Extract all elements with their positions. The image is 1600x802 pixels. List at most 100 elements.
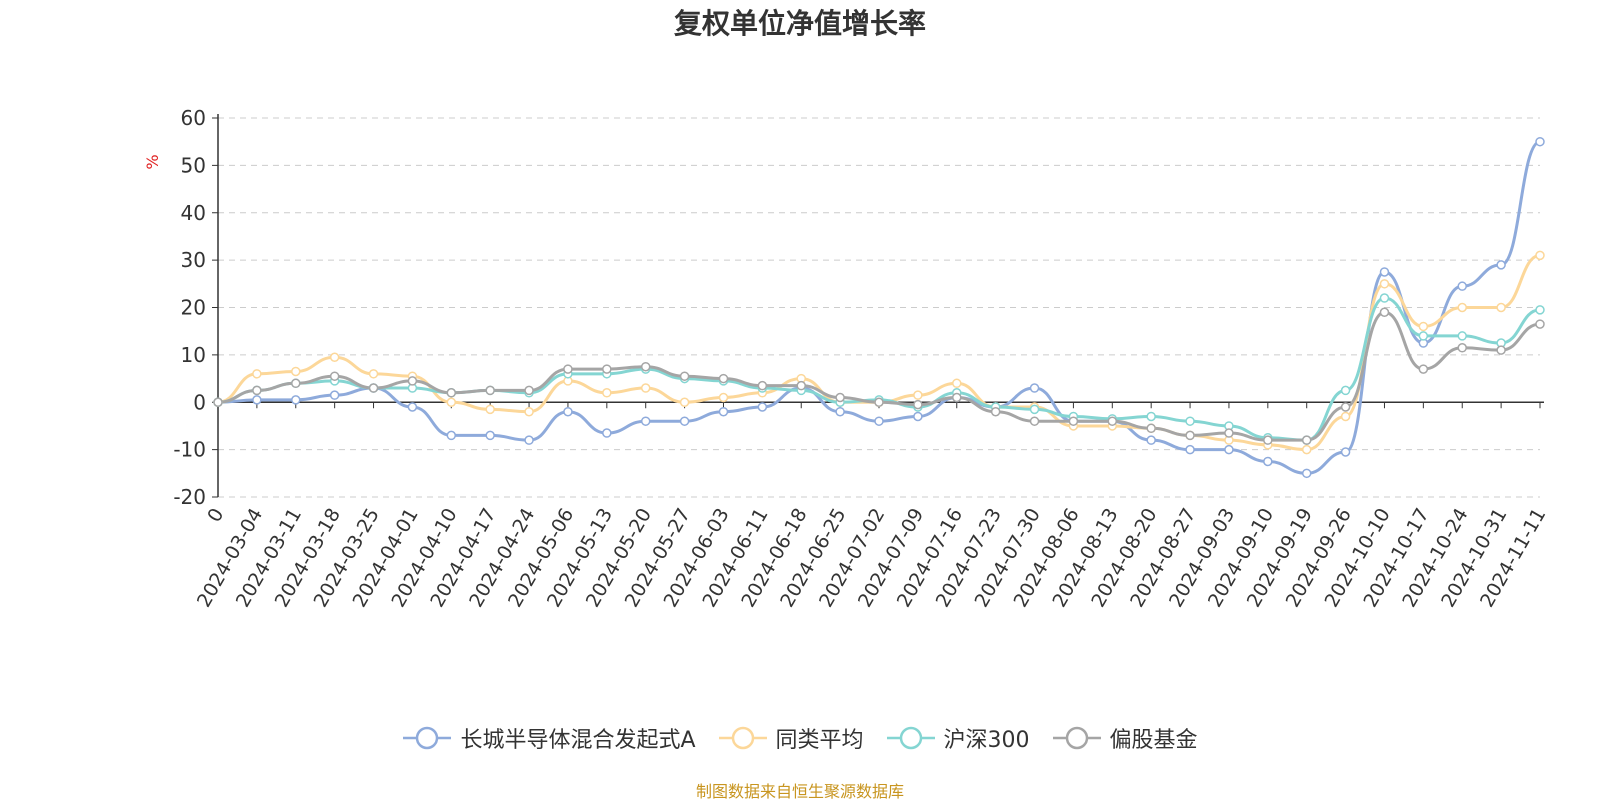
data-point bbox=[1457, 343, 1467, 353]
data-point bbox=[446, 388, 457, 398]
y-tick-label: -10 bbox=[173, 438, 206, 462]
data-point bbox=[446, 397, 457, 407]
data-point bbox=[718, 373, 729, 384]
data-point bbox=[291, 366, 301, 377]
legend-item[interactable]: 沪深300 bbox=[886, 722, 1030, 754]
data-point bbox=[1301, 444, 1312, 455]
data-point bbox=[835, 406, 845, 417]
data-point bbox=[602, 364, 612, 374]
data-point bbox=[213, 397, 223, 407]
data-point bbox=[718, 392, 729, 403]
data-point bbox=[679, 397, 690, 407]
data-point bbox=[252, 385, 262, 396]
data-point bbox=[1535, 250, 1545, 261]
data-point bbox=[1029, 383, 1040, 393]
data-point bbox=[1029, 404, 1040, 415]
data-point bbox=[524, 406, 534, 417]
chart-title: 复权单位净值增长率 bbox=[673, 7, 926, 40]
legend-swatch bbox=[718, 726, 767, 750]
data-point bbox=[913, 390, 923, 400]
legend-swatch bbox=[886, 726, 935, 750]
data-point bbox=[718, 406, 729, 417]
data-point bbox=[329, 352, 340, 362]
legend-label: 同类平均 bbox=[775, 728, 864, 753]
y-axis-label: % bbox=[143, 154, 162, 169]
data-point bbox=[1379, 307, 1390, 317]
data-point bbox=[1340, 402, 1351, 412]
series-markers bbox=[213, 136, 1545, 479]
data-point bbox=[524, 385, 534, 396]
data-point bbox=[368, 383, 379, 393]
legend-swatch bbox=[1052, 726, 1101, 750]
legend-swatch bbox=[403, 726, 452, 750]
data-point bbox=[757, 380, 768, 391]
legend: 长城半导体混合发起式A 同类平均 沪深300 偏股基金 bbox=[0, 722, 1600, 754]
data-point bbox=[1224, 444, 1234, 455]
data-point bbox=[990, 406, 1001, 417]
data-point bbox=[913, 399, 923, 410]
source-note: 制图数据来自恒生聚源数据库 bbox=[695, 782, 904, 801]
data-point bbox=[1379, 267, 1390, 277]
data-point bbox=[640, 361, 651, 372]
data-point bbox=[1418, 364, 1429, 374]
y-tick-label: 20 bbox=[181, 296, 206, 320]
data-point bbox=[563, 364, 573, 374]
data-point bbox=[1301, 468, 1312, 479]
data-point bbox=[252, 369, 262, 379]
legend-item[interactable]: 同类平均 bbox=[718, 722, 864, 754]
data-point bbox=[757, 402, 768, 412]
legend-item[interactable]: 长城半导体混合发起式A bbox=[402, 722, 696, 754]
data-point bbox=[679, 371, 690, 381]
y-tick-label: 60 bbox=[181, 106, 206, 130]
data-point bbox=[1496, 345, 1506, 355]
data-point bbox=[1340, 385, 1351, 396]
data-point bbox=[368, 369, 379, 379]
data-point bbox=[1418, 331, 1429, 341]
data-point bbox=[291, 395, 301, 405]
data-point bbox=[1146, 423, 1156, 434]
data-point bbox=[1496, 260, 1506, 270]
data-point bbox=[485, 430, 495, 441]
y-tick-label: 10 bbox=[181, 343, 206, 367]
y-tick-label: 40 bbox=[181, 201, 206, 225]
data-point bbox=[1146, 411, 1156, 422]
data-point bbox=[1535, 305, 1545, 315]
data-point bbox=[796, 380, 806, 391]
y-tick-label: -20 bbox=[173, 485, 206, 509]
data-point bbox=[913, 411, 923, 422]
data-point bbox=[952, 392, 962, 403]
data-point bbox=[1185, 416, 1195, 426]
data-point bbox=[1457, 302, 1467, 313]
y-tick-label: 50 bbox=[181, 153, 206, 177]
legend-label: 长城半导体混合发起式A bbox=[460, 728, 696, 753]
data-point bbox=[1535, 319, 1545, 329]
x-tick-label: 0 bbox=[203, 505, 228, 526]
data-point bbox=[835, 392, 845, 403]
data-point bbox=[1107, 416, 1118, 426]
data-point bbox=[1379, 293, 1390, 303]
axes: -20-10010203040506002024-03-042024-03-11… bbox=[173, 106, 1550, 611]
line-chart: -20-10010203040506002024-03-042024-03-11… bbox=[143, 106, 1550, 611]
data-point bbox=[1457, 331, 1467, 341]
data-point bbox=[1379, 279, 1390, 289]
data-point bbox=[1457, 281, 1467, 291]
y-tick-label: 0 bbox=[193, 390, 206, 414]
data-point bbox=[1535, 136, 1545, 147]
data-point bbox=[1185, 444, 1195, 455]
data-point bbox=[485, 385, 495, 396]
data-point bbox=[679, 416, 690, 426]
legend-item[interactable]: 偏股基金 bbox=[1052, 722, 1198, 754]
data-point bbox=[640, 416, 651, 426]
data-point bbox=[1146, 435, 1156, 445]
data-point bbox=[524, 435, 534, 445]
data-point bbox=[291, 378, 301, 389]
data-point bbox=[407, 402, 418, 412]
data-point bbox=[1263, 435, 1273, 445]
data-point bbox=[1263, 456, 1273, 467]
data-point bbox=[1185, 430, 1195, 441]
data-point bbox=[602, 428, 612, 438]
data-point bbox=[446, 430, 457, 441]
data-point bbox=[329, 371, 340, 381]
data-point bbox=[407, 376, 418, 386]
data-point bbox=[563, 406, 573, 417]
